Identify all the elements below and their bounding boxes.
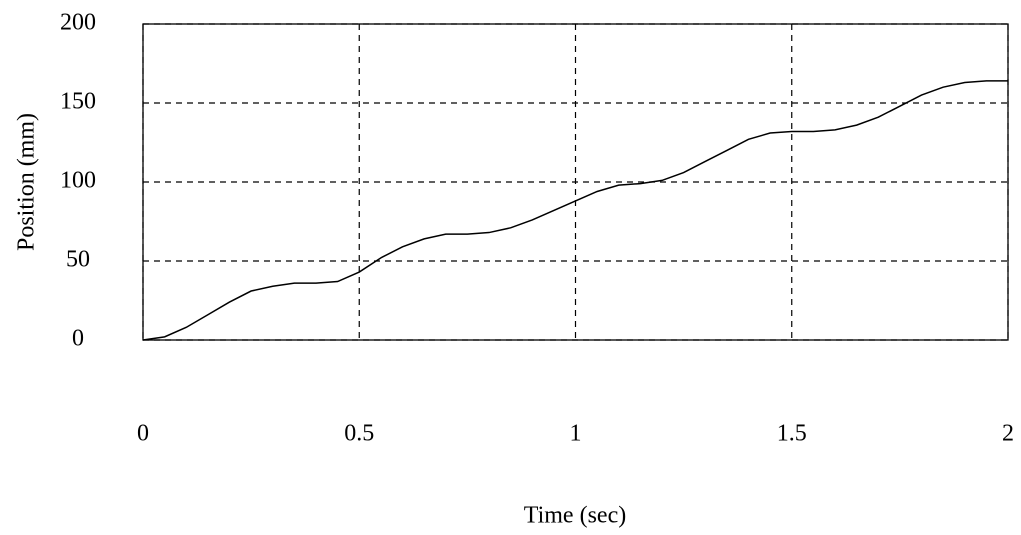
x-tick-label: 1.5 (777, 421, 807, 447)
x-tick-label: 0.5 (344, 421, 374, 447)
data-line (142, 80, 1008, 341)
y-axis-title: Position (mm) (14, 113, 40, 251)
y-tick-label: 50 (66, 247, 90, 273)
y-tick-label: 0 (72, 326, 84, 352)
x-axis-title: Time (sec) (524, 503, 626, 529)
y-tick-label: 200 (60, 10, 96, 36)
x-tick-label: 0 (137, 421, 149, 447)
x-tick-label: 1 (570, 421, 582, 447)
y-tick-label: 150 (60, 89, 96, 115)
y-tick-label: 100 (60, 168, 96, 194)
x-tick-label: 2 (1002, 421, 1014, 447)
